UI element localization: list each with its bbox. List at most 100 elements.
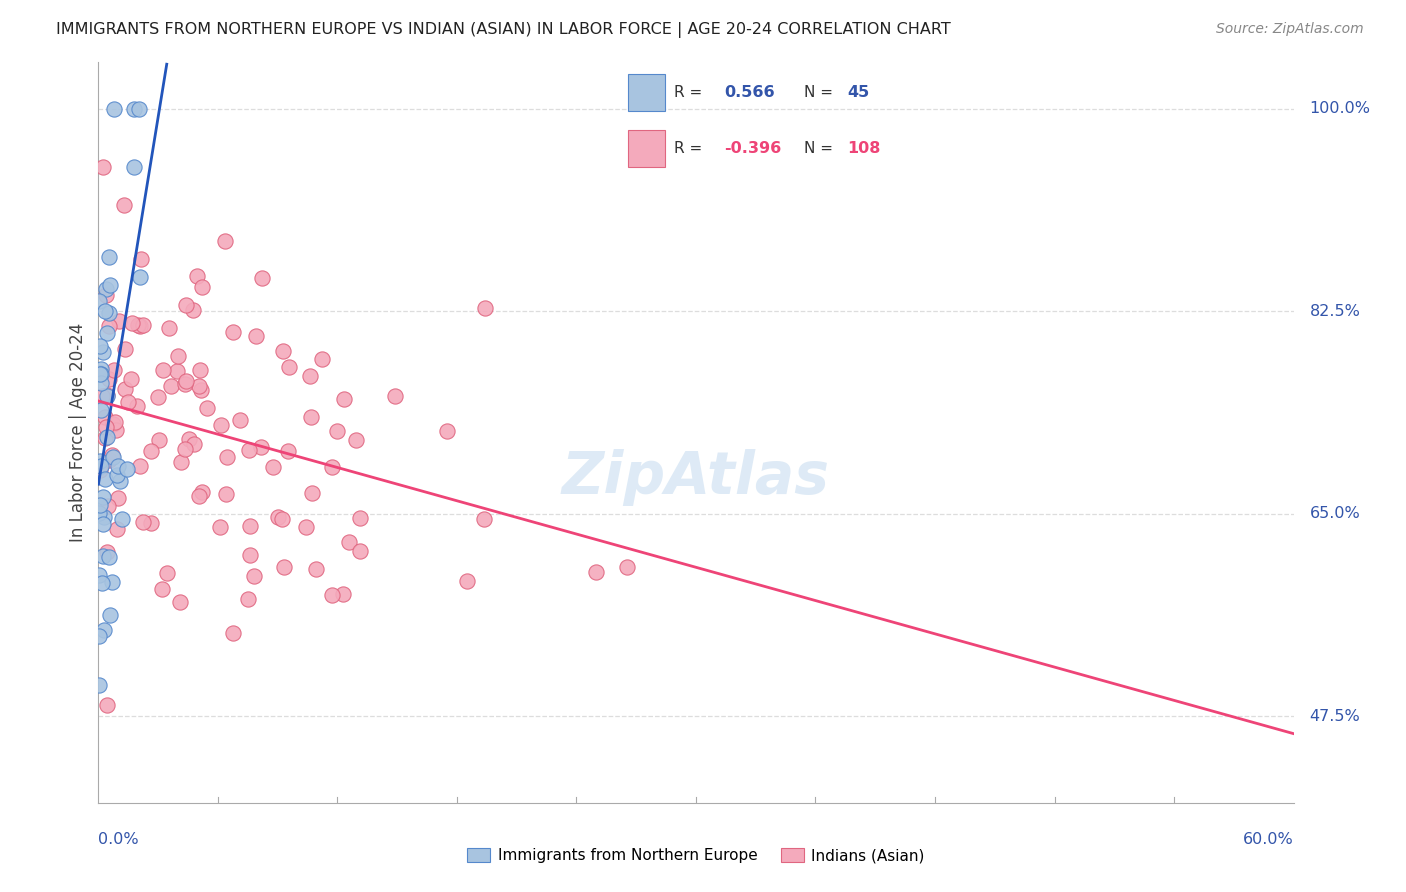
Point xyxy=(96,698,118,712)
Text: 0.566: 0.566 xyxy=(724,85,775,100)
Point xyxy=(96,388,118,402)
Point xyxy=(337,534,360,549)
Point xyxy=(236,592,259,607)
Text: R =: R = xyxy=(675,141,703,156)
Y-axis label: In Labor Force | Age 20-24: In Labor Force | Age 20-24 xyxy=(69,323,87,542)
Point xyxy=(91,344,114,359)
Point xyxy=(94,431,117,445)
Point xyxy=(209,417,232,432)
Text: ZipAtlas: ZipAtlas xyxy=(562,449,830,506)
Point xyxy=(89,366,111,380)
Point xyxy=(349,543,371,558)
Point xyxy=(187,378,209,392)
Point xyxy=(170,455,193,469)
Point xyxy=(152,363,174,377)
Point xyxy=(111,512,134,526)
Point xyxy=(98,277,121,292)
Point xyxy=(191,280,214,294)
Point xyxy=(157,321,180,335)
Legend: Immigrants from Northern Europe, Indians (Asian): Immigrants from Northern Europe, Indians… xyxy=(461,842,931,869)
Point xyxy=(96,545,118,559)
Point xyxy=(333,392,356,407)
Text: 60.0%: 60.0% xyxy=(1243,831,1294,847)
Point xyxy=(215,487,238,501)
Point xyxy=(195,401,218,416)
Text: IMMIGRANTS FROM NORTHERN EUROPE VS INDIAN (ASIAN) IN LABOR FORCE | AGE 20-24 COR: IMMIGRANTS FROM NORTHERN EUROPE VS INDIA… xyxy=(56,22,950,38)
Point xyxy=(98,306,121,320)
Point xyxy=(183,436,205,450)
Text: 65.0%: 65.0% xyxy=(1309,506,1360,521)
Point xyxy=(104,415,127,429)
Point xyxy=(89,454,111,468)
Point xyxy=(177,432,200,446)
Point xyxy=(94,288,117,302)
Point xyxy=(166,364,188,378)
Point xyxy=(150,582,173,596)
Point xyxy=(125,400,148,414)
Point xyxy=(108,474,131,488)
Point xyxy=(299,409,322,424)
Point xyxy=(188,362,211,376)
Text: N =: N = xyxy=(804,141,834,156)
Point xyxy=(267,509,290,524)
Point xyxy=(96,389,118,403)
Point xyxy=(89,367,111,381)
Point xyxy=(474,301,496,315)
Point xyxy=(96,326,118,340)
Text: N =: N = xyxy=(804,85,834,100)
Point xyxy=(91,549,114,564)
Text: R =: R = xyxy=(675,85,703,100)
Point xyxy=(146,390,169,404)
Point xyxy=(105,467,128,482)
Point xyxy=(217,450,239,465)
Text: 0.0%: 0.0% xyxy=(98,831,139,847)
Point xyxy=(188,489,211,503)
Point xyxy=(273,560,295,574)
Point xyxy=(91,517,114,532)
Point xyxy=(174,298,197,312)
Point xyxy=(456,574,478,589)
Point xyxy=(242,569,264,583)
Point xyxy=(129,270,152,285)
Point xyxy=(349,511,371,525)
Point xyxy=(191,485,214,500)
Point xyxy=(332,586,354,600)
Point xyxy=(98,607,121,622)
Point xyxy=(101,448,124,462)
Text: Source: ZipAtlas.com: Source: ZipAtlas.com xyxy=(1216,22,1364,37)
Bar xyxy=(628,129,665,167)
Point xyxy=(93,410,115,425)
Point xyxy=(107,491,129,505)
Point xyxy=(87,568,110,582)
Point xyxy=(108,314,131,328)
Point xyxy=(301,486,323,500)
Text: 47.5%: 47.5% xyxy=(1309,708,1360,723)
Point xyxy=(305,562,328,576)
Point xyxy=(222,626,245,640)
Point xyxy=(128,102,150,116)
Point xyxy=(159,378,181,392)
Point xyxy=(129,318,152,333)
Point xyxy=(87,506,110,520)
Text: 100.0%: 100.0% xyxy=(1309,101,1371,116)
Point xyxy=(239,548,262,562)
Point xyxy=(436,424,458,438)
Point xyxy=(278,360,301,375)
Point xyxy=(311,352,333,367)
Text: 82.5%: 82.5% xyxy=(1309,303,1361,318)
Point xyxy=(139,443,162,458)
Point xyxy=(208,520,231,534)
Point xyxy=(169,595,191,609)
Point xyxy=(344,433,367,447)
Point xyxy=(128,458,150,473)
Point xyxy=(148,433,170,447)
Point xyxy=(90,376,112,390)
Point xyxy=(214,234,236,248)
Point xyxy=(90,361,112,376)
Point xyxy=(97,452,120,467)
Point xyxy=(93,623,115,637)
Point xyxy=(277,443,299,458)
Point xyxy=(124,102,146,116)
Point xyxy=(298,369,321,384)
Point xyxy=(321,459,343,474)
